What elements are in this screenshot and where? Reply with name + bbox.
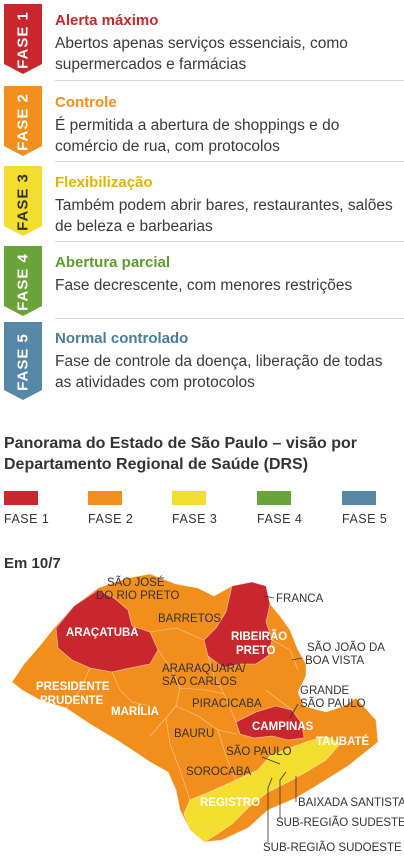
phase-tab-shape	[4, 4, 42, 74]
divider	[55, 241, 404, 242]
phase-tab: FASE 2	[4, 86, 42, 156]
label-sjbv-1: SÃO JOÃO DA	[307, 641, 385, 654]
region-coastal	[183, 735, 341, 843]
label-pprudente-1: PRESIDENTE	[36, 681, 110, 693]
phase-tab-label: FASE 4	[14, 253, 32, 311]
legend-swatch	[342, 491, 376, 505]
leader-sudeste	[279, 771, 287, 818]
label-ribeirao-1: RIBEIRÃO	[231, 630, 287, 643]
legend-item: FASE 2	[88, 491, 148, 526]
legend-swatch	[172, 491, 206, 505]
divider	[55, 318, 404, 319]
phase-description: Abertos apenas serviços essenciais, como…	[55, 35, 348, 73]
phase-tab: FASE 1	[4, 4, 42, 74]
phase-title: Controle	[55, 94, 117, 111]
legend-item: FASE 1	[4, 491, 64, 526]
label-aracatuba: ARAÇATUBA	[66, 627, 139, 639]
phase-item: FASE 4 Abertura parcial Fase decrescente…	[0, 244, 404, 320]
legend-swatch	[88, 491, 122, 505]
phase-description: Fase de controle da doença, liberação de…	[55, 353, 383, 391]
legend-label: FASE 5	[342, 512, 388, 526]
phase-title: Abertura parcial	[55, 254, 171, 271]
phase-tab-shape	[4, 86, 42, 156]
divider	[55, 80, 404, 81]
phase-tab: FASE 5	[4, 322, 42, 400]
phase-description: Fase decrescente, com menores restrições	[55, 277, 353, 294]
map-date: Em 10/7	[4, 555, 61, 572]
leader-sjbv	[291, 657, 303, 661]
panorama-title: Panorama do Estado de São Paulo – visão …	[4, 435, 357, 473]
label-sorocaba: SOROCABA	[186, 766, 252, 778]
label-sudeste: SUB-REGIÃO SUDESTE	[276, 816, 404, 829]
leader-sudoeste	[267, 777, 273, 842]
sao-paulo-drs-map: ARAÇATUBA RIBEIRÃO PRETO PRESIDENTE PRUD…	[11, 573, 404, 854]
label-registro: REGISTRO	[200, 797, 260, 809]
region-franca-ribeirao	[203, 581, 273, 669]
label-piracicaba: PIRACICABA	[192, 698, 262, 710]
label-gsp-2: SÃO PAULO	[300, 697, 366, 710]
phase-tab-label: FASE 2	[14, 93, 32, 151]
legend-label: FASE 2	[88, 512, 134, 526]
leader-gsp	[289, 703, 299, 719]
phase-title: Flexibilização	[55, 174, 153, 191]
label-bauru: BAURU	[174, 728, 214, 740]
legend-label: FASE 1	[4, 512, 50, 526]
label-baixada: BAIXADA SANTISTA	[298, 797, 404, 809]
leader-franca	[263, 595, 275, 599]
legend: FASE 1 FASE 2 FASE 3 FASE 4 FASE 5	[0, 491, 404, 531]
phase-tab-shape	[4, 166, 42, 236]
phase-tab: FASE 3	[4, 166, 42, 236]
leader-saopaulo	[261, 756, 281, 765]
phase-tab-label: FASE 3	[14, 173, 32, 231]
label-gsp-1: GRANDE	[300, 685, 350, 697]
legend-swatch	[4, 491, 38, 505]
phase-tab-shape	[4, 322, 42, 400]
phase-tab-label: FASE 1	[14, 11, 32, 69]
legend-item: FASE 5	[342, 491, 402, 526]
label-sjrp-2: DO RIO PRETO	[96, 590, 180, 602]
phase-description: É permitida a abertura de shoppings e do…	[55, 117, 340, 155]
label-sjbv-2: BOA VISTA	[305, 655, 365, 667]
label-marilia: MARÍLIA	[111, 705, 159, 718]
phase-title: Alerta máximo	[55, 12, 159, 29]
region-campinas	[235, 705, 305, 741]
label-araraquara-2: SÃO CARLOS	[162, 675, 237, 688]
label-barretos: BARRETOS	[158, 613, 221, 625]
label-taubate: TAUBATÉ	[316, 735, 370, 748]
label-pprudente-2: PRUDENTE	[40, 695, 104, 707]
label-ribeirao-2: PRETO	[236, 645, 275, 657]
legend-item: FASE 4	[257, 491, 317, 526]
phase-tab: FASE 4	[4, 246, 42, 316]
legend-label: FASE 4	[257, 512, 303, 526]
label-sjrp-1: SÃO JOSÉ	[107, 576, 165, 589]
phase-tab-label: FASE 5	[14, 333, 32, 391]
phase-tab-shape	[4, 246, 42, 316]
divider	[55, 161, 404, 162]
label-sudoeste: SUB-REGIÃO SUDOESTE	[263, 841, 402, 854]
label-campinas: CAMPINAS	[252, 721, 314, 733]
legend-swatch	[257, 491, 291, 505]
legend-item: FASE 3	[172, 491, 232, 526]
label-saopaulo: SÃO PAULO	[226, 745, 292, 758]
phase-item: FASE 5 Normal controlado Fase de control…	[0, 320, 404, 400]
phase-title: Normal controlado	[55, 330, 189, 347]
label-araraquara-1: ARARAQUARA/	[162, 663, 247, 675]
legend-label: FASE 3	[172, 512, 218, 526]
phase-item: FASE 1 Alerta máximo Abertos apenas serv…	[0, 2, 404, 78]
label-franca: FRANCA	[276, 593, 324, 605]
phase-item: FASE 3 Flexibilização Também podem abrir…	[0, 164, 404, 240]
phase-item: FASE 2 Controle É permitida a abertura d…	[0, 84, 404, 160]
phase-description: Também podem abrir bares, restaurantes, …	[55, 197, 393, 235]
